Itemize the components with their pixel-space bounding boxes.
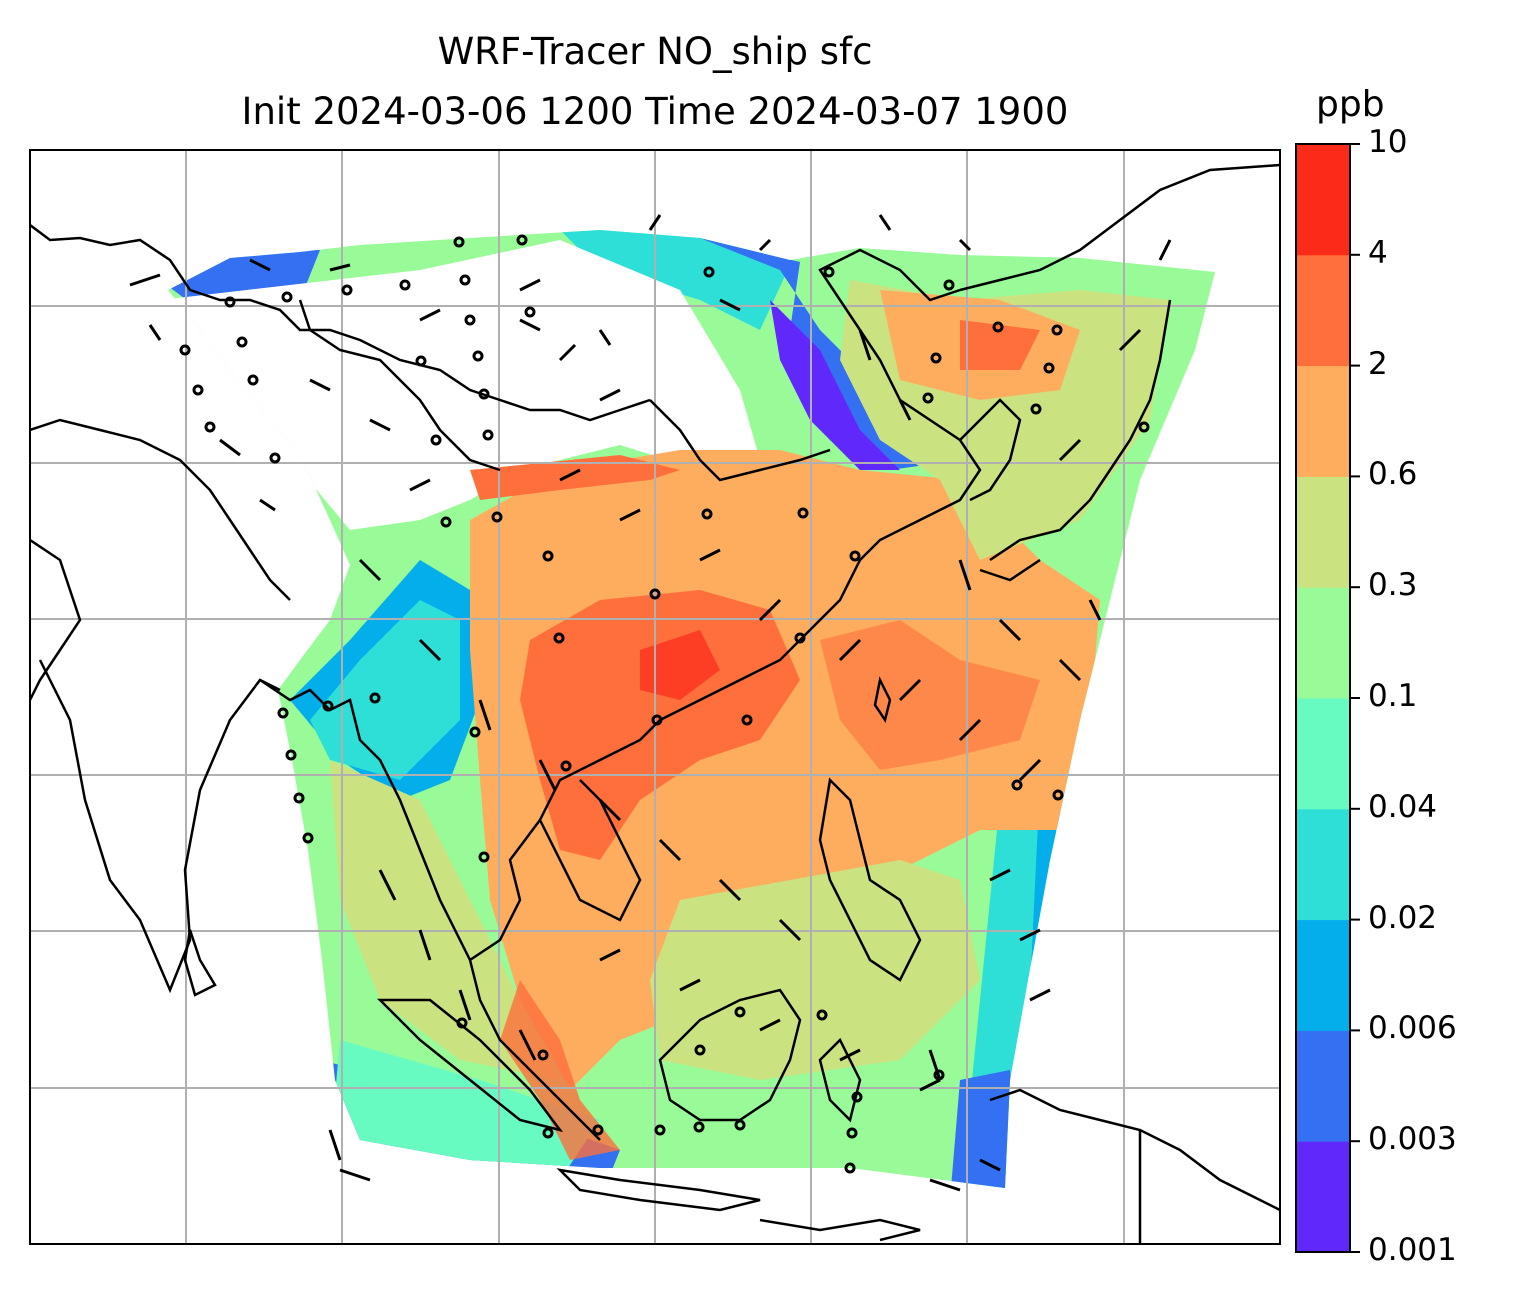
- colorbar-tick-label: 0.3: [1368, 567, 1418, 604]
- colorbar-band: [1296, 1030, 1350, 1142]
- colorbar-tick-label: 0.003: [1368, 1121, 1457, 1158]
- colorbar-band: [1296, 254, 1350, 367]
- colorbar-tick-label: 4: [1368, 234, 1388, 271]
- colorbar-ticks: [1350, 143, 1360, 1253]
- colorbar-tick-label: 0.02: [1368, 899, 1438, 936]
- colorbar-tick-label: 0.001: [1368, 1232, 1457, 1268]
- colorbar-band: [1296, 144, 1350, 256]
- colorbar-tick-label: 0.6: [1368, 456, 1418, 493]
- colorbar-tick-label: 0.006: [1368, 1010, 1457, 1047]
- colorbar-band: [1296, 698, 1350, 810]
- concentration-field: [168, 230, 1215, 1188]
- chart-title-line1: WRF-Tracer NO_ship sfc: [437, 30, 873, 73]
- colorbar-tick-label: 2: [1368, 345, 1388, 382]
- coastlines: [30, 163, 1280, 1244]
- colorbar-unit-label: ppb: [1316, 84, 1385, 125]
- colorbar-band: [1296, 919, 1350, 1031]
- chart-title-line2: Init 2024-03-06 1200 Time 2024-03-07 190…: [241, 90, 1069, 133]
- colorbar-tick-label: 10: [1368, 124, 1408, 160]
- map-frame: [29, 149, 1281, 1245]
- colorbar-tick-label: 0.1: [1368, 678, 1418, 714]
- colorbar-band: [1296, 1141, 1350, 1253]
- colorbar-band: [1296, 808, 1350, 921]
- colorbar-band: [1296, 587, 1350, 699]
- calm-wind-circles: [179, 234, 1150, 1174]
- gridlines: [30, 150, 1280, 1244]
- colorbar-tick-label: 0.04: [1368, 788, 1438, 825]
- colorbar-band: [1296, 476, 1350, 588]
- wind-barbs: [129, 214, 1172, 1192]
- colorbar-band: [1296, 365, 1350, 477]
- colorbar: [1296, 144, 1350, 1253]
